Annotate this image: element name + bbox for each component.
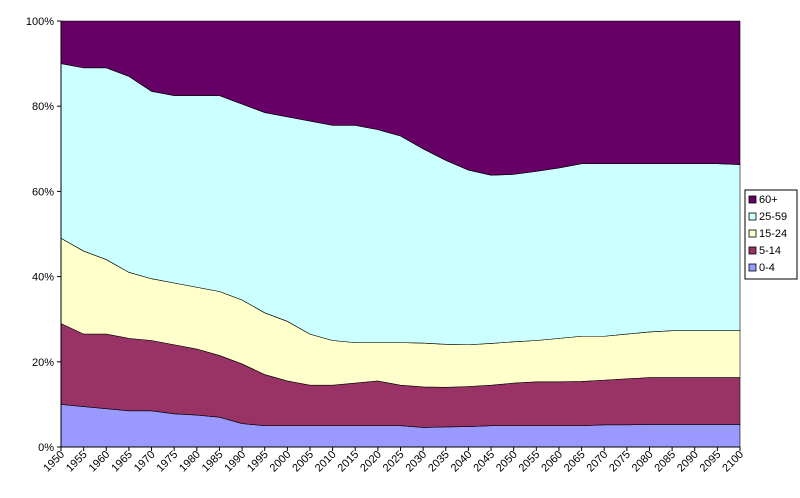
x-tick-label: 2065 bbox=[562, 449, 588, 475]
x-tick-label: 2010 bbox=[313, 449, 339, 475]
x-tick-label: 2005 bbox=[290, 449, 316, 475]
x-tick-label: 2050 bbox=[494, 449, 520, 475]
y-tick-label: 20% bbox=[32, 357, 54, 369]
legend-label-60+: 60+ bbox=[759, 194, 778, 206]
x-tick-label: 2060 bbox=[539, 449, 565, 475]
x-tick-label: 2020 bbox=[358, 449, 384, 475]
y-tick-label: 80% bbox=[32, 101, 54, 113]
legend: 60+ 25-59 15-24 5-14 0-4 bbox=[744, 189, 798, 280]
x-tick-label: 1990 bbox=[222, 449, 248, 475]
x-tick-label: 2075 bbox=[607, 449, 633, 475]
x-tick-label: 2085 bbox=[652, 449, 678, 475]
x-tick-label: 2015 bbox=[336, 449, 362, 475]
x-tick-label: 2070 bbox=[585, 449, 611, 475]
legend-label-5-14: 5-14 bbox=[759, 245, 781, 257]
x-tick-label: 1985 bbox=[200, 449, 226, 475]
x-tick-label: 1980 bbox=[177, 449, 203, 475]
legend-swatch-25-59 bbox=[748, 212, 757, 221]
x-tick-label: 2000 bbox=[268, 449, 294, 475]
x-tick-label: 2035 bbox=[426, 449, 452, 475]
y-tick-label: 60% bbox=[32, 186, 54, 198]
area-60+ bbox=[60, 20, 741, 176]
x-tick-label: 2090 bbox=[675, 449, 701, 475]
legend-swatch-15-24 bbox=[748, 229, 757, 238]
y-tick-label: 40% bbox=[32, 272, 54, 284]
x-tick-label: 1965 bbox=[109, 449, 135, 475]
legend-label-15-24: 15-24 bbox=[759, 228, 787, 240]
x-tick-label: 2095 bbox=[698, 449, 724, 475]
x-tick-label: 1970 bbox=[132, 449, 158, 475]
x-tick-label: 2055 bbox=[517, 449, 543, 475]
x-tick-label: 2025 bbox=[381, 449, 407, 475]
legend-label-25-59: 25-59 bbox=[759, 211, 787, 223]
area-series-group bbox=[60, 20, 741, 448]
x-tick-label: 1975 bbox=[154, 449, 180, 475]
legend-label-0-4: 0-4 bbox=[759, 262, 775, 274]
y-tick-label: 100% bbox=[26, 16, 54, 28]
x-tick-label: 1995 bbox=[245, 449, 271, 475]
x-tick-label: 2100 bbox=[720, 449, 746, 475]
x-tick-label: 2045 bbox=[471, 449, 497, 475]
legend-swatch-5-14 bbox=[748, 246, 757, 255]
x-tick-label: 2030 bbox=[403, 449, 429, 475]
legend-swatch-60+ bbox=[748, 195, 757, 204]
x-tick-label: 1955 bbox=[64, 449, 90, 475]
x-tick-label: 2080 bbox=[630, 449, 656, 475]
x-tick-label: 1960 bbox=[87, 449, 113, 475]
x-tick-label: 2040 bbox=[449, 449, 475, 475]
legend-swatch-0-4 bbox=[748, 263, 757, 272]
y-tick-label: 0% bbox=[38, 442, 54, 454]
